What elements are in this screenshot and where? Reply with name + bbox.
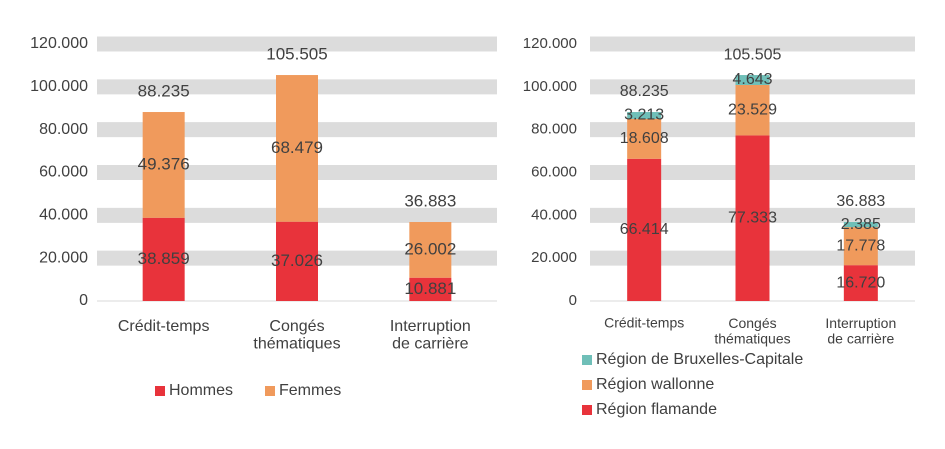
bar-segment: [142, 217, 185, 301]
bar-segment: [843, 265, 878, 301]
legend-swatch: [582, 355, 592, 365]
legend-label: Femmes: [279, 382, 341, 399]
value-label: 3.213: [624, 107, 664, 124]
y-tick-label: 80.000: [531, 121, 577, 138]
y-tick-label: 60.000: [531, 163, 577, 180]
value-label: 16.720: [836, 274, 885, 291]
bar-segment: [142, 112, 185, 218]
value-label: 37.026: [271, 251, 323, 270]
y-tick-label: 100.000: [30, 78, 88, 95]
y-tick-label: 0: [79, 292, 88, 309]
value-label: 26.002: [404, 239, 456, 258]
value-label: 38.859: [138, 249, 190, 268]
bar-segment: [627, 112, 662, 119]
value-label: 23.529: [728, 101, 777, 118]
bar-segment: [843, 222, 878, 228]
y-tick-label: 20.000: [531, 249, 577, 266]
bar-segment: [843, 227, 878, 266]
bar-segment: [627, 118, 662, 159]
bar-segment: [735, 135, 770, 301]
bar-segment: [627, 158, 662, 301]
value-label: 77.333: [728, 209, 777, 226]
y-tick-label: 120.000: [523, 35, 577, 52]
value-label: 68.479: [271, 138, 323, 157]
y-tick-label: 100.000: [523, 78, 577, 95]
y-tick-label: 120.000: [30, 35, 88, 52]
legend-swatch: [582, 380, 592, 390]
legend-label: Région wallonne: [596, 376, 714, 393]
y-tick-label: 20.000: [39, 249, 88, 266]
x-tick-label: Interruption de carrière: [390, 318, 471, 353]
total-label: 88.235: [620, 83, 669, 100]
value-label: 18.608: [620, 130, 669, 147]
value-label: 10.881: [404, 279, 456, 298]
legend-label: Région flamande: [596, 401, 717, 418]
x-tick-label: Interruption de carrière: [825, 315, 896, 346]
legend-label: Hommes: [169, 382, 233, 399]
value-label: 66.414: [620, 221, 669, 238]
bar-segment: [735, 84, 770, 136]
y-tick-label: 0: [569, 292, 577, 309]
bar-segment: [276, 75, 318, 222]
value-label: 2.385: [841, 216, 881, 233]
legend-swatch: [582, 405, 592, 415]
x-tick-label: Crédit-temps: [118, 318, 210, 335]
y-tick-label: 80.000: [39, 121, 88, 138]
bar-segment: [409, 222, 452, 278]
legend-swatch: [265, 386, 275, 396]
total-label: 88.235: [138, 82, 190, 101]
value-label: 49.376: [138, 154, 190, 173]
total-label: 105.505: [266, 45, 327, 64]
x-tick-label: Congés thématiques: [253, 318, 340, 353]
bar-segment: [409, 277, 452, 301]
bar-segment: [276, 221, 318, 301]
total-label: 36.883: [404, 191, 456, 210]
x-tick-label: Congés thématiques: [714, 315, 790, 346]
y-tick-label: 40.000: [531, 206, 577, 223]
value-label: 17.778: [836, 237, 885, 254]
total-label: 105.505: [724, 46, 782, 63]
bar-segment: [735, 75, 770, 85]
total-label: 36.883: [836, 193, 885, 210]
x-tick-label: Crédit-temps: [604, 315, 684, 331]
legend-swatch: [155, 386, 165, 396]
y-tick-label: 40.000: [39, 207, 88, 224]
value-label: 4.643: [732, 71, 772, 88]
y-tick-label: 60.000: [39, 164, 88, 181]
legend-label: Région de Bruxelles-Capitale: [596, 351, 803, 368]
